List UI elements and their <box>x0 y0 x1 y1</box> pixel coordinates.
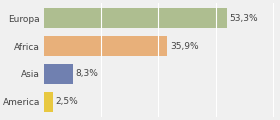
Text: 2,5%: 2,5% <box>56 97 78 106</box>
Bar <box>44 36 167 56</box>
Text: 8,3%: 8,3% <box>76 69 98 78</box>
Text: 35,9%: 35,9% <box>170 42 199 51</box>
Bar <box>44 92 53 112</box>
Text: 53,3%: 53,3% <box>230 14 258 23</box>
Bar <box>44 64 73 84</box>
Bar <box>44 8 227 28</box>
